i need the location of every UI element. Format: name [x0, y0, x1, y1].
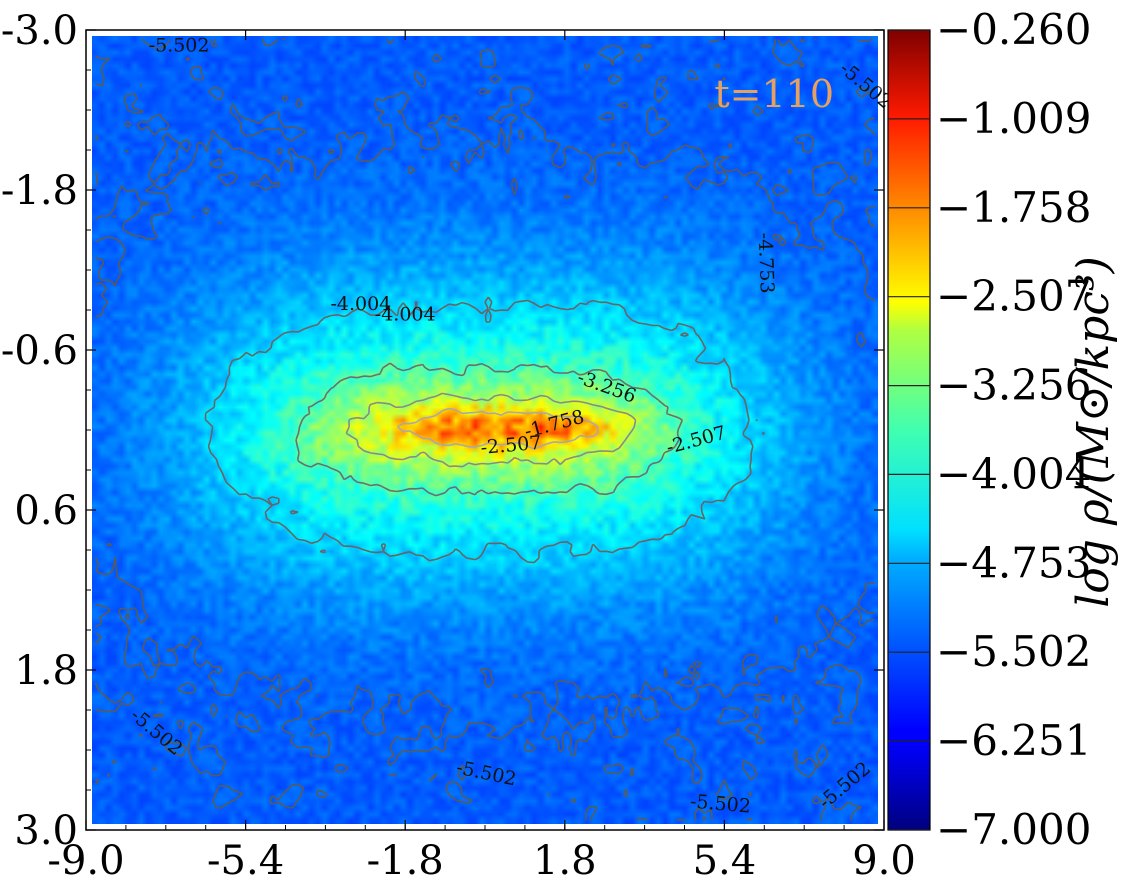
y-tick-label: 1.8: [14, 648, 78, 694]
colorbar-tick-label: −3.256: [936, 361, 1091, 410]
contour-level-3: [345, 392, 637, 468]
colorbar-tick-label: −5.502: [936, 627, 1091, 676]
x-tick-label: -1.8: [367, 838, 444, 884]
plot-area: -5.502-5.502-5.502-5.502-5.502 -5.502-4.7…: [85, 29, 896, 831]
colorbar-tick-label: −2.507: [936, 272, 1091, 321]
colorbar-tick-label: −1.758: [936, 183, 1091, 232]
contour-level-4: [397, 407, 599, 450]
density-heatmap: [92, 36, 878, 824]
x-tick-label: 5.4: [693, 838, 757, 884]
contour-label: -4.004: [330, 293, 391, 315]
x-tick-label: 1.8: [533, 838, 597, 884]
colorbar-tick-label: −7.000: [936, 805, 1091, 854]
colorbar-tick-label: −4.004: [936, 449, 1091, 498]
contour-label: -5.502: [689, 790, 752, 817]
y-tick-label: 0.6: [14, 488, 78, 534]
colorbar-gradient: [887, 29, 931, 831]
contour-label: -4.004: [375, 304, 436, 326]
y-tick-label: -0.6: [1, 328, 78, 374]
contour-label: -4.753: [754, 232, 778, 294]
x-axis: -9.0 -5.4 -1.8 1.8 5.4 9.0: [47, 30, 916, 884]
colorbar-axis-title: log ρ/(M⊙/kpc³): [1068, 256, 1119, 608]
colorbar-tick-label: −0.260: [936, 5, 1091, 54]
contour-label: -5.502: [149, 34, 210, 56]
y-tick-label: -3.0: [1, 8, 78, 54]
colorbar: −7.000 −6.251 −5.502 −4.753 −4.004 −3.256 −2.5…: [887, 5, 1091, 854]
colorbar-tick-label: −6.251: [936, 716, 1091, 765]
density-contours: [94, 38, 876, 822]
y-axis: -3.0 -1.8 -0.6 0.6 1.8 3.0: [1, 8, 884, 854]
y-tick-label: 3.0: [14, 808, 78, 854]
colorbar-tick-label: −4.753: [936, 538, 1091, 587]
contour-level-2: [295, 362, 684, 497]
colorbar-tick-label: −1.009: [936, 94, 1091, 143]
x-tick-label: -5.4: [207, 838, 284, 884]
contour-label: -2.507: [480, 432, 543, 459]
time-annotation: t=110: [714, 72, 834, 116]
x-tick-label: 9.0: [852, 838, 916, 884]
x-tick-label: -9.0: [47, 838, 124, 884]
y-tick-label: -1.8: [1, 168, 78, 214]
contour-level-1: [204, 296, 765, 566]
contour-level-0: [94, 38, 876, 822]
